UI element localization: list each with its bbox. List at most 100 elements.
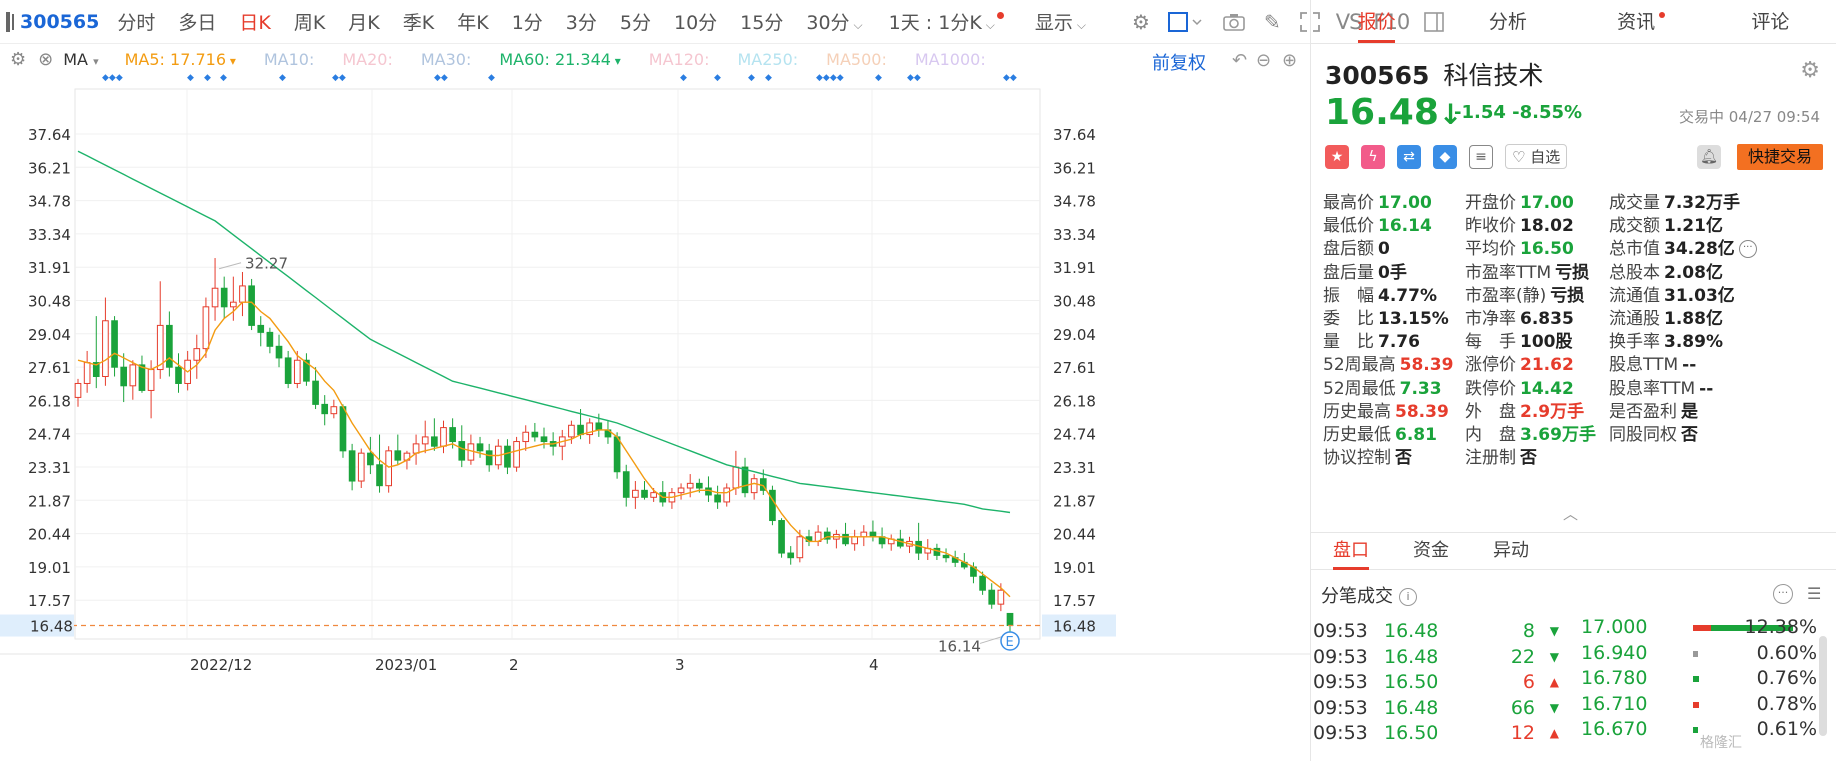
quote-item: 每 手 100股 — [1465, 327, 1573, 353]
period-tab[interactable]: 月K — [348, 12, 380, 34]
candle-body — [111, 320, 118, 368]
quote-tab[interactable]: 资讯 — [1574, 0, 1705, 43]
china-flag-icon[interactable]: ★ — [1325, 144, 1349, 169]
bell-icon[interactable]: 🔔︎ — [1697, 145, 1721, 169]
sliders-icon[interactable]: ☰ — [1807, 584, 1822, 603]
ma-item[interactable]: MA60: 21.344 ▾ — [499, 50, 620, 69]
add-watchlist-button[interactable]: ♡ 自选 — [1505, 144, 1568, 169]
period-tab[interactable]: 季K — [402, 12, 435, 34]
kline-svg[interactable]: 37.64 37.64 36.21 36.21 34.78 34.78 33.34 33.34… — [0, 74, 1310, 761]
sidebar-toggle-icon[interactable] — [6, 11, 14, 32]
collapse-chevron-icon[interactable]: ︿ — [1563, 505, 1579, 523]
period-tab[interactable]: 周K — [293, 12, 326, 34]
depth-price: 16.780 — [1581, 667, 1648, 689]
vs-button[interactable]: VS — [1335, 9, 1363, 34]
period-tab[interactable]: 30分 ⌵ — [806, 12, 863, 34]
period-tab[interactable]: 多日 — [178, 12, 217, 34]
signal-marker[interactable]: ◆ — [748, 74, 755, 83]
note-icon[interactable]: ≡ — [1469, 144, 1493, 169]
signal-marker[interactable]: ◆ — [765, 74, 772, 83]
quote-tab[interactable]: 评论 — [1705, 0, 1836, 43]
undo-icon[interactable]: ↶ — [1232, 50, 1248, 71]
quote-value: 否 — [1520, 448, 1537, 469]
sub-tab[interactable]: 盘口 — [1311, 533, 1391, 570]
tick-section-title: 分笔成交 i — [1321, 582, 1417, 608]
ma-indicator-select[interactable]: MA ▾ — [63, 49, 99, 69]
camera-icon[interactable] — [1222, 10, 1246, 34]
period-tab[interactable]: 15分 — [740, 12, 784, 34]
signal-marker[interactable]: ◆ — [714, 74, 721, 83]
fullscreen-icon[interactable] — [1299, 10, 1321, 34]
scrollbar[interactable] — [1819, 636, 1827, 736]
quote-label: 外 盘 — [1465, 401, 1516, 422]
quote-tab[interactable]: 报价 — [1311, 0, 1442, 43]
period-tab[interactable]: 3分 — [565, 12, 597, 34]
signal-marker[interactable]: ◆ — [875, 74, 882, 83]
ma-item[interactable]: MA120: — [649, 50, 710, 69]
signal-marker[interactable]: ◆◆◆ — [102, 74, 123, 83]
rect-select-icon[interactable] — [1167, 10, 1204, 34]
quote-label: 每 手 — [1465, 332, 1516, 353]
signal-marker[interactable]: ◆◆ — [1003, 74, 1017, 83]
quote-value: 2.08亿 — [1664, 262, 1723, 283]
gear-icon[interactable]: ⚙ — [1800, 58, 1820, 83]
ma-item[interactable]: MA10: — [264, 50, 315, 69]
ma-close-icon[interactable]: ⊗ — [38, 48, 54, 70]
sub-tab[interactable]: 资金 — [1413, 540, 1449, 561]
quote-label: 盘后额 — [1323, 239, 1374, 260]
fuquan-toggle[interactable]: 前复权 — [1152, 53, 1206, 74]
quote-item: 流通值 31.03亿 — [1609, 281, 1735, 306]
period-tab[interactable]: 年K — [457, 12, 489, 34]
candle-body — [577, 424, 584, 436]
candle-body — [778, 520, 785, 554]
period-tab[interactable]: 分时 — [117, 12, 156, 34]
quote-item: 同股同权否 — [1609, 420, 1698, 445]
candle-body — [513, 441, 520, 468]
period-tab[interactable]: 1分 — [511, 12, 543, 34]
signal-marker[interactable]: ◆ — [187, 74, 194, 83]
period-tab[interactable]: 日K — [239, 12, 271, 34]
candle-body — [568, 424, 575, 438]
ma-item[interactable]: MA1000: — [915, 50, 986, 69]
signal-marker[interactable]: ◆◆ — [434, 74, 448, 83]
signal-marker[interactable]: ◆ — [279, 74, 286, 83]
signal-marker[interactable]: ◆ — [488, 74, 495, 83]
ma-settings-icon[interactable]: ⚙ — [10, 48, 27, 70]
tag-icon[interactable]: ◆ — [1433, 144, 1457, 169]
signal-marker[interactable]: ◆ — [204, 74, 211, 83]
tick-row: 09:53 16.48 22 ▼ — [1311, 646, 1571, 676]
quote-item: 振 幅 4.77% — [1323, 281, 1437, 306]
f10-button[interactable]: F10 — [1373, 9, 1410, 34]
quote-item: 开盘价 17.00 — [1465, 188, 1574, 213]
event-marker-icon[interactable] — [1000, 631, 1020, 651]
zoom-in-icon[interactable]: ⊕ — [1282, 50, 1298, 71]
panel-toggle-icon[interactable] — [1424, 10, 1445, 34]
ma-item[interactable]: MA250: — [737, 50, 798, 69]
signal-marker[interactable]: ◆ — [680, 74, 687, 83]
quote-tab[interactable]: 分析 — [1442, 0, 1573, 43]
zoom-out-icon[interactable]: ⊖ — [1256, 50, 1272, 71]
signal-marker[interactable]: ◆◆ — [907, 74, 921, 83]
signal-marker[interactable]: ◆◆◆◆ — [816, 74, 844, 83]
ma-item[interactable]: MA30: — [421, 50, 472, 69]
settings-gear-icon[interactable]: ⚙ — [1132, 9, 1150, 34]
info-icon[interactable]: i — [1399, 588, 1417, 606]
signal-marker[interactable]: ◆◆ — [332, 74, 346, 83]
quote-value: 16.14 — [1378, 216, 1432, 237]
display-select[interactable]: 显示 ⌵ — [1035, 8, 1086, 35]
signal-marker[interactable]: ◆ — [220, 74, 227, 83]
pencil-icon[interactable]: ✎ — [1263, 9, 1281, 34]
period-tab[interactable]: 10分 — [673, 12, 718, 34]
sub-tab[interactable]: 异动 — [1493, 540, 1529, 561]
lightning-icon[interactable]: ϟ — [1361, 144, 1385, 169]
more-options-icon[interactable]: ··· — [1773, 584, 1793, 604]
quick-trade-button[interactable]: 快捷交易 — [1737, 144, 1823, 170]
price-tag-right-bg — [1042, 614, 1116, 637]
ma-item[interactable]: MA500: — [826, 50, 887, 69]
swap-icon[interactable]: ⇄ — [1397, 144, 1421, 169]
period-tab[interactable]: 5分 — [619, 12, 651, 34]
more-icon[interactable]: ··· — [1738, 240, 1757, 259]
mode-select[interactable]: 1天 : 1分K ⌵ — [889, 8, 1004, 35]
ma-item[interactable]: MA20: — [342, 50, 393, 69]
ma-item[interactable]: MA5: 17.716 ▾ — [125, 50, 236, 69]
